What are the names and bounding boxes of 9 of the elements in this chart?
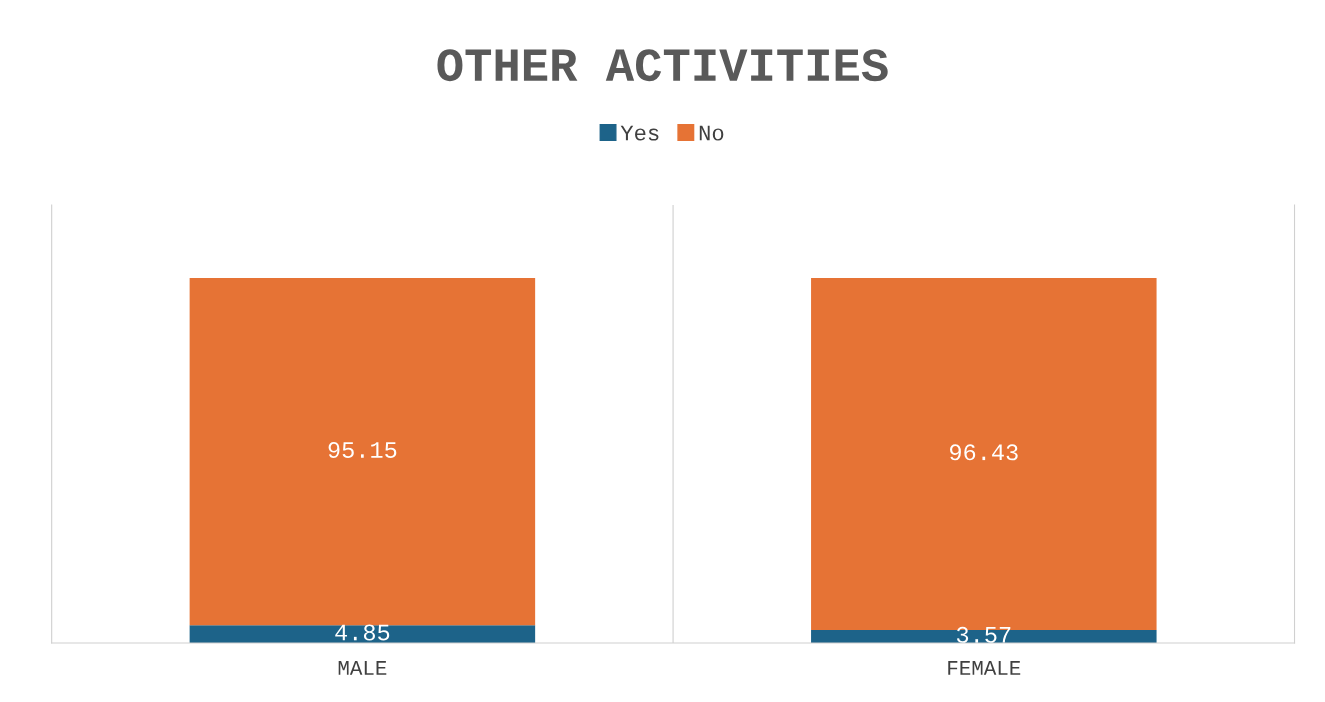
chart-title: OTHER ACTIVITIES bbox=[437, 49, 888, 82]
x-tick-label: FEMALE bbox=[948, 661, 1021, 675]
data-label: 95.15 bbox=[328, 441, 397, 458]
x-tick-label: MALE bbox=[338, 661, 387, 675]
data-label: 4.85 bbox=[335, 624, 390, 641]
legend-label: No bbox=[699, 125, 724, 141]
data-label: 3.57 bbox=[956, 626, 1011, 643]
data-label: 96.43 bbox=[950, 444, 1018, 461]
legend-label: Yes bbox=[620, 125, 659, 141]
